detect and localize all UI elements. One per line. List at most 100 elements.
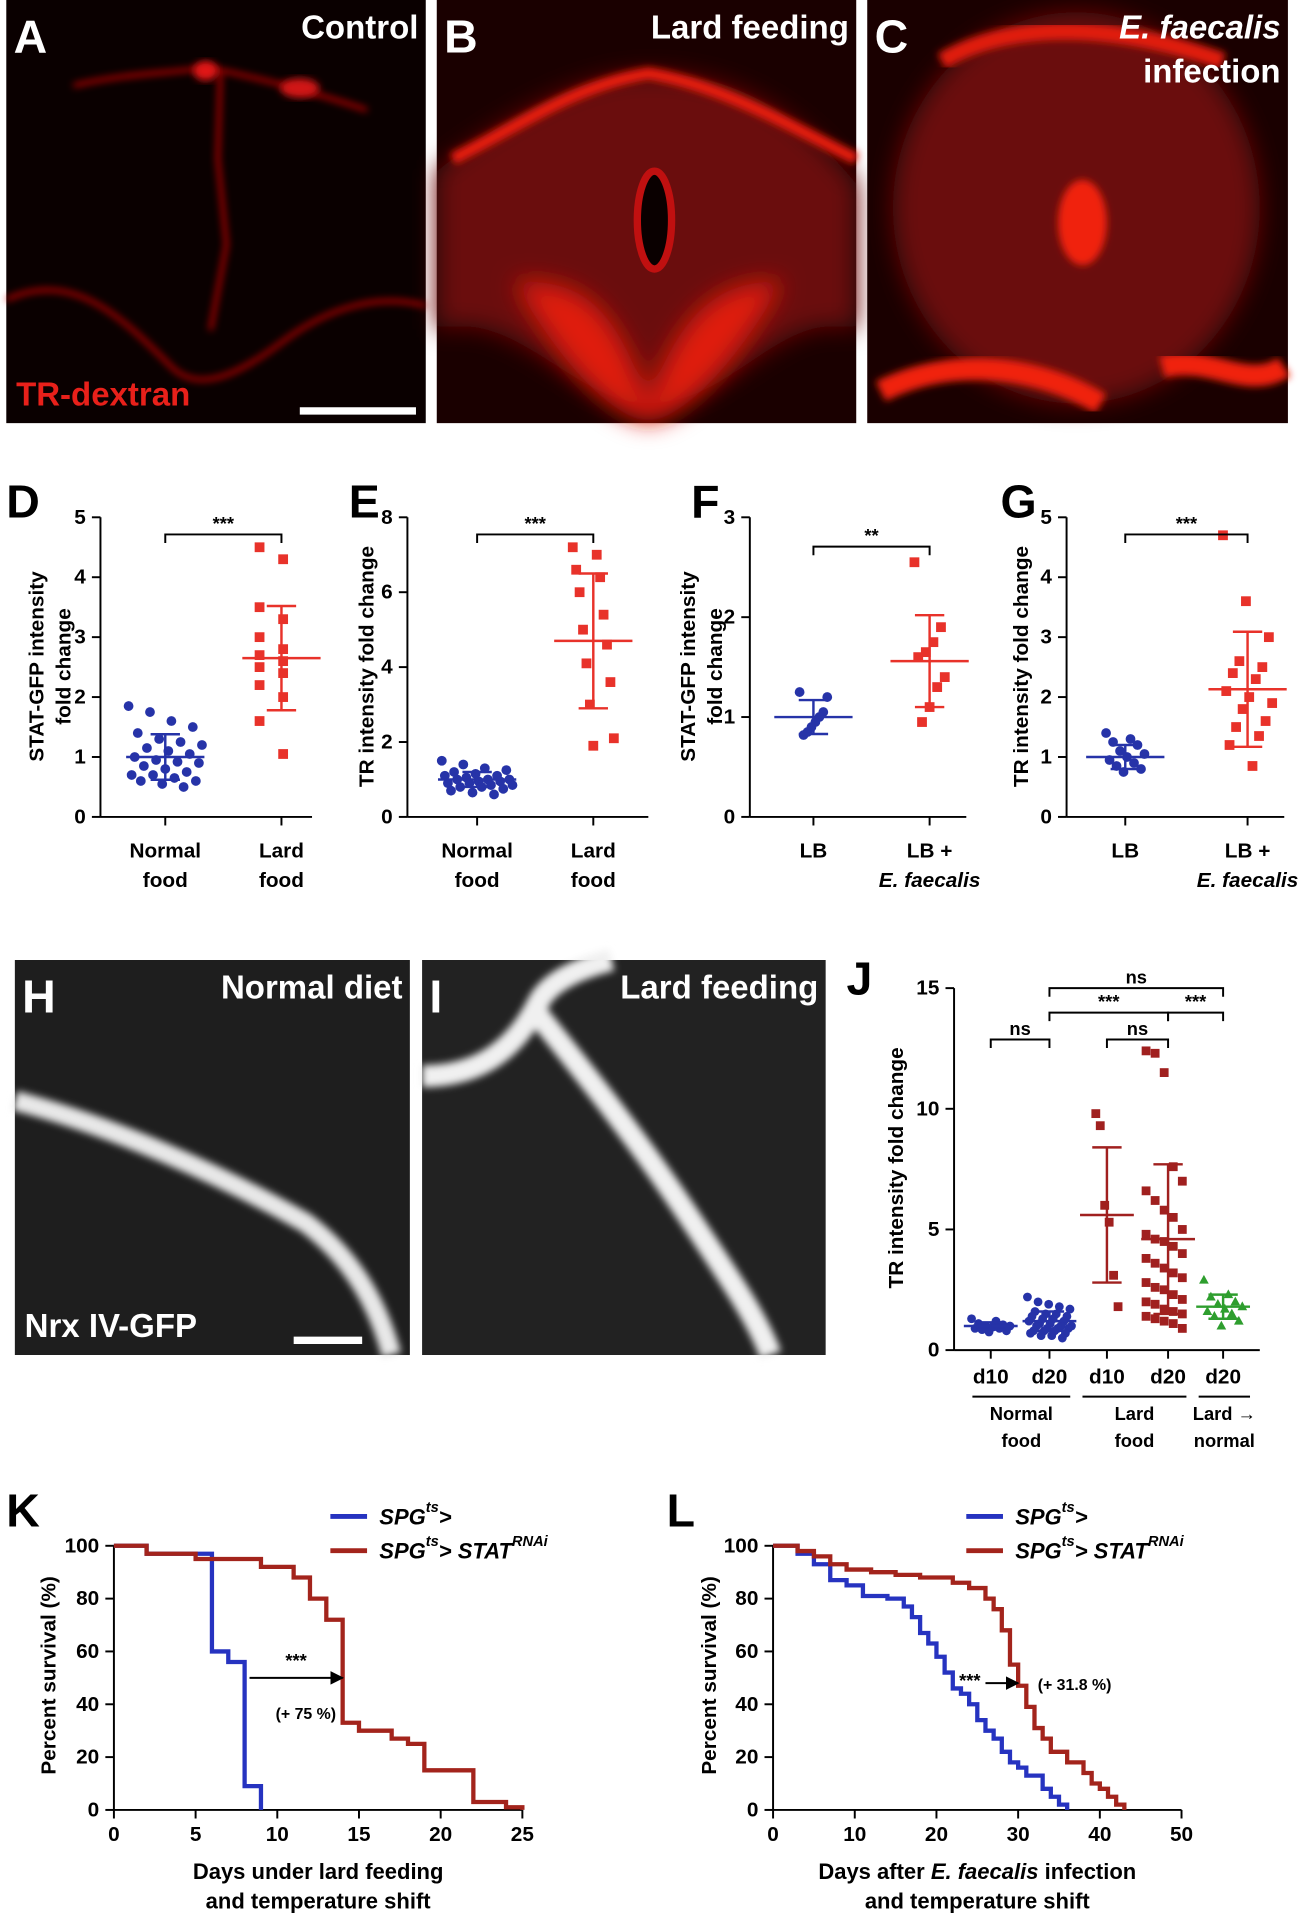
error-bar	[150, 732, 180, 781]
y-tick-label: 100	[65, 1534, 100, 1557]
data-point	[1033, 1297, 1043, 1307]
significance-bracket	[812, 545, 931, 556]
data-point	[501, 765, 512, 775]
data-point	[446, 785, 456, 796]
group-label: food	[1001, 1430, 1041, 1451]
data-point	[1159, 1316, 1169, 1326]
y-tick-label: 8	[381, 506, 393, 529]
data-point	[1254, 731, 1264, 741]
data-point	[608, 733, 619, 744]
significance-bracket	[164, 533, 283, 543]
significance-label: ns	[1127, 1018, 1148, 1039]
data-point	[254, 662, 265, 672]
significance-label: ***	[1185, 991, 1207, 1012]
y-axis-label: TR intensity fold change	[1010, 546, 1033, 787]
data-point	[1199, 1274, 1209, 1284]
data-point	[190, 776, 201, 786]
y-tick-label: 40	[76, 1693, 99, 1716]
data-point	[581, 658, 592, 669]
x-tick-label: 20	[429, 1823, 452, 1846]
data-point	[1150, 1048, 1160, 1058]
data-point	[1159, 1263, 1169, 1273]
data-point	[449, 767, 459, 777]
x-tick-label: 30	[1007, 1823, 1030, 1846]
data-point	[1091, 1109, 1101, 1119]
data-point	[1026, 1328, 1035, 1338]
data-point	[1247, 761, 1258, 771]
legend-label-part: ts	[1062, 1534, 1075, 1550]
data-point	[455, 782, 466, 792]
data-point	[1150, 1196, 1160, 1205]
legend-label: SPGts> STATRNAi	[1015, 1534, 1184, 1563]
y-tick-label: 60	[76, 1640, 99, 1663]
error-bar	[462, 770, 492, 789]
y-axis-label: TR intensity fold change	[356, 546, 379, 787]
panel-letter: K	[6, 1484, 40, 1536]
error-bar	[976, 1321, 1006, 1331]
legend-label-part: SPG	[379, 1538, 425, 1563]
data-point	[1177, 1273, 1187, 1283]
x-tick-label: Normal	[441, 840, 513, 863]
data-point	[1095, 1121, 1105, 1131]
x-tick-label: LB	[800, 840, 828, 863]
data-point	[1150, 1282, 1160, 1292]
group-label: normal	[1194, 1430, 1255, 1451]
panel-label: Normal diet	[221, 968, 403, 1005]
data-point	[1044, 1299, 1054, 1309]
y-tick-label: 4	[74, 566, 86, 589]
panel-letter: C	[875, 11, 909, 63]
x-tick-label: 50	[1170, 1823, 1193, 1846]
data-point	[254, 650, 265, 661]
x-tick-label: Lard	[259, 840, 304, 863]
data-point	[1023, 1292, 1032, 1302]
y-tick-label: 15	[916, 977, 939, 1000]
data-point	[178, 782, 189, 792]
panel-label: E. faecalis	[1119, 8, 1280, 45]
significance-bracket	[1048, 987, 1225, 997]
x-tick-label: food	[259, 869, 304, 892]
data-point	[278, 656, 289, 667]
legend-label-part: ts	[426, 1500, 439, 1516]
data-point	[254, 716, 265, 726]
data-point	[278, 554, 289, 565]
data-point	[584, 699, 595, 710]
data-point	[605, 677, 616, 687]
x-tick-label: 25	[511, 1823, 534, 1846]
y-tick-label: 6	[381, 581, 393, 604]
data-point	[1244, 692, 1255, 702]
y-tick-label: 1	[724, 706, 736, 729]
significance-label: ***	[959, 1670, 981, 1691]
group-label: Lard	[1115, 1403, 1155, 1424]
group-label: Normal	[990, 1403, 1053, 1424]
panel-letter: L	[667, 1484, 695, 1536]
legend-label-part: RNAi	[1148, 1534, 1185, 1550]
data-point	[278, 749, 289, 759]
significance-bracket	[1048, 1011, 1170, 1022]
legend-label-part: >	[1075, 1504, 1088, 1529]
significance-label: ns	[1009, 1018, 1030, 1039]
data-point	[479, 763, 490, 774]
legend-label-part: RNAi	[512, 1534, 549, 1550]
data-point	[1104, 1217, 1114, 1227]
significance-bracket	[989, 1038, 1051, 1049]
y-tick-label: 80	[76, 1587, 99, 1610]
data-point	[1150, 1258, 1160, 1268]
data-point	[571, 564, 582, 575]
y-tick-label: 0	[88, 1798, 100, 1821]
data-point	[1267, 698, 1278, 708]
data-point	[467, 787, 478, 798]
panel-letter: H	[22, 971, 56, 1023]
significance-bracket	[476, 533, 595, 543]
y-tick-label: 0	[724, 805, 736, 828]
data-point	[1150, 1314, 1160, 1324]
data-point	[1177, 1295, 1187, 1304]
stain-label: TR-dextran	[16, 375, 190, 412]
data-point	[1115, 746, 1125, 756]
data-point	[278, 614, 289, 625]
data-point	[197, 740, 207, 750]
x-tick-label: Normal	[130, 840, 202, 863]
y-tick-label: 3	[724, 506, 736, 529]
panel-letter: E	[349, 475, 380, 527]
survival-curve	[113, 1543, 264, 1810]
